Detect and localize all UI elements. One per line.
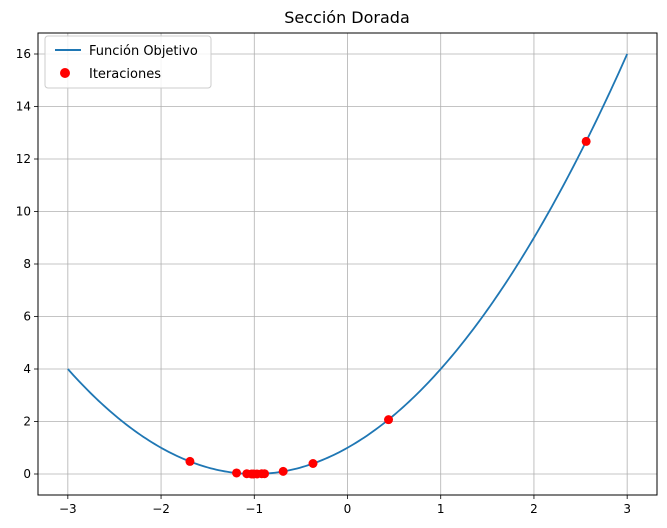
iteration-point [384, 415, 394, 425]
x-axis: −3 −2 −1 0 1 2 3 [59, 495, 631, 516]
iteration-point [278, 466, 288, 476]
iteration-point [232, 468, 242, 478]
x-tick-label: 0 [344, 502, 352, 516]
x-tick-label: 2 [530, 502, 538, 516]
y-tick-label: 0 [23, 467, 31, 481]
x-tick-label: −1 [245, 502, 263, 516]
x-tick-label: 1 [437, 502, 445, 516]
legend-box [44, 35, 212, 89]
y-tick-label: 10 [16, 205, 31, 219]
iteration-point [581, 136, 591, 146]
grid [38, 33, 657, 495]
x-tick-label: 3 [623, 502, 631, 516]
iteration-point [260, 469, 270, 479]
legend-marker-swatch [60, 68, 70, 78]
y-tick-label: 8 [23, 257, 31, 271]
x-tick-label: −2 [152, 502, 170, 516]
objective-function-line [67, 53, 628, 475]
plot-area [67, 53, 628, 479]
y-tick-label: 16 [16, 47, 31, 61]
y-tick-label: 12 [16, 152, 31, 166]
x-tick-label: −3 [59, 502, 77, 516]
iteration-point [308, 459, 318, 468]
y-axis: 0 2 4 6 8 10 12 14 16 [16, 47, 38, 481]
legend: Función Objetivo Iteraciones [44, 35, 212, 89]
legend-label-iterations: Iteraciones [89, 67, 161, 82]
y-tick-label: 14 [16, 100, 31, 114]
legend-label-function: Función Objetivo [89, 44, 198, 59]
iteration-point [185, 456, 195, 466]
y-tick-label: 6 [23, 310, 31, 324]
y-tick-label: 2 [23, 415, 31, 429]
y-tick-label: 4 [23, 362, 31, 376]
chart-title: Sección Dorada [284, 8, 410, 27]
